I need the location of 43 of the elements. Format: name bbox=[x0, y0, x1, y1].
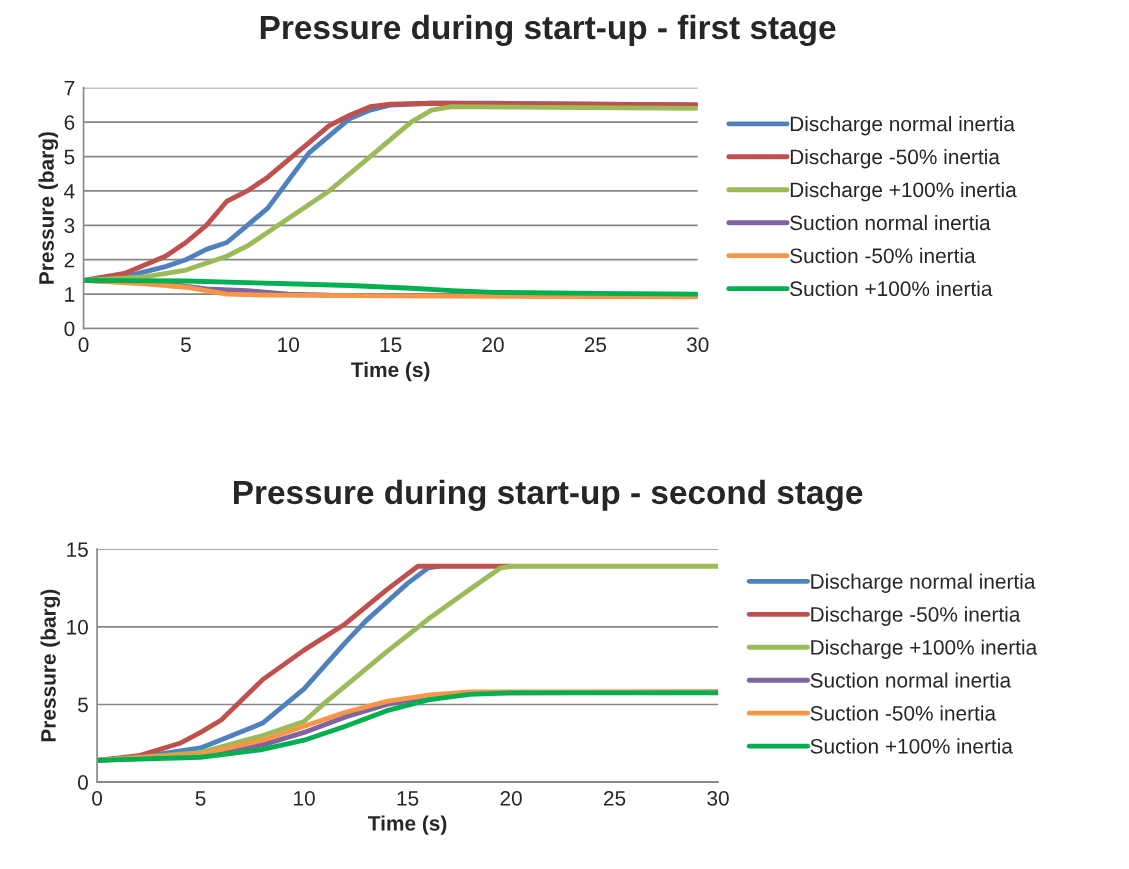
x-tick-label: 20 bbox=[500, 790, 522, 806]
y-axis-title: Pressure (barg) bbox=[38, 132, 59, 284]
y-tick-label: 5 bbox=[64, 149, 75, 165]
y-tick-label: 5 bbox=[78, 697, 88, 713]
x-axis-title: Time (s) bbox=[351, 361, 430, 382]
x-tick-label: 10 bbox=[294, 790, 315, 806]
legend-label: Suction -50% inertia bbox=[810, 705, 997, 721]
y-tick-label: 10 bbox=[67, 619, 88, 635]
x-tick-label: 5 bbox=[195, 791, 206, 806]
legend-label: Suction +100% inertia bbox=[790, 280, 993, 297]
legend-label: Suction -50% inertia bbox=[790, 247, 976, 264]
legend-label: Discharge -50% inertia bbox=[811, 606, 1021, 626]
y-axis-title: Pressure (barg) bbox=[40, 589, 61, 742]
chart-title: Pressure during start-up - second stage bbox=[234, 479, 863, 511]
legend-label: Suction normal inertia bbox=[790, 214, 991, 231]
legend-label: Suction normal inertia bbox=[810, 672, 1012, 688]
y-tick-label: 2 bbox=[64, 252, 75, 268]
x-tick-label: 25 bbox=[584, 337, 607, 353]
x-tick-label: 20 bbox=[482, 337, 504, 353]
y-tick-label: 0 bbox=[64, 321, 75, 337]
x-axis-title: Time (s) bbox=[368, 815, 447, 835]
x-tick-label: 10 bbox=[278, 337, 300, 353]
y-tick-label: 1 bbox=[65, 287, 75, 302]
y-tick-label: 15 bbox=[67, 542, 88, 557]
legend-label: Discharge +100% inertia bbox=[790, 181, 1017, 202]
legend-label: Discharge +100% inertia bbox=[811, 639, 1038, 659]
x-tick-label: 25 bbox=[604, 790, 626, 806]
legend-label: Discharge normal inertia bbox=[811, 573, 1036, 593]
legend-label: Suction +100% inertia bbox=[810, 738, 1013, 754]
x-tick-label: 15 bbox=[397, 791, 419, 806]
chart-title: Pressure during start-up - first stage bbox=[260, 14, 836, 47]
y-tick-label: 4 bbox=[64, 184, 75, 199]
x-tick-label: 30 bbox=[707, 790, 729, 806]
legend-label: Discharge -50% inertia bbox=[790, 148, 1000, 169]
x-tick-label: 5 bbox=[180, 337, 191, 353]
x-tick-label: 30 bbox=[686, 337, 709, 353]
x-tick-label: 15 bbox=[380, 337, 402, 353]
y-tick-label: 3 bbox=[64, 218, 75, 234]
legend-label: Discharge normal inertia bbox=[790, 116, 1015, 136]
y-tick-label: 7 bbox=[64, 80, 75, 96]
x-tick-label: 0 bbox=[92, 790, 103, 806]
y-tick-label: 6 bbox=[64, 115, 75, 130]
y-tick-label: 0 bbox=[77, 775, 88, 790]
